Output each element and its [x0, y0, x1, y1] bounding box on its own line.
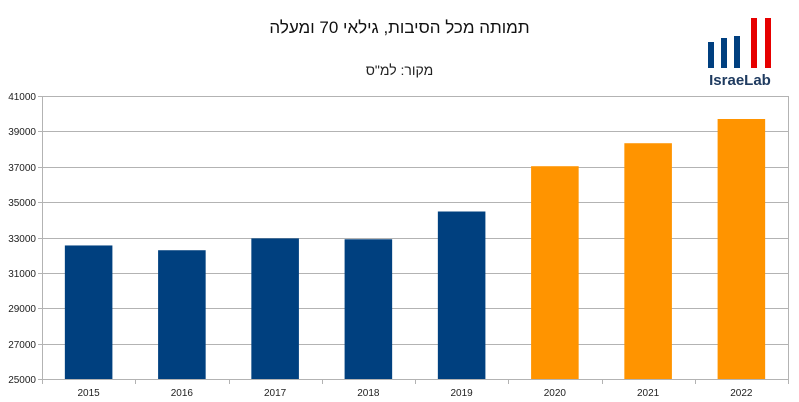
y-tick-label: 35000: [8, 198, 36, 209]
x-tick-label: 2017: [264, 388, 287, 399]
x-tick-label: 2015: [78, 388, 101, 399]
y-tick-label: 33000: [8, 234, 36, 245]
x-tick-labels: 2015 2016 2017 2018 2019 2020 2021 2022: [78, 388, 753, 399]
y-tick-labels: 25000 27000 29000 31000 33000 35000 37000 39000…: [8, 92, 36, 386]
gridlines: [38, 96, 788, 380]
logo-bars-icon: [708, 18, 771, 68]
x-tick-label: 2020: [544, 388, 567, 399]
x-tick-label: 2016: [171, 388, 194, 399]
y-tick-label: 31000: [8, 269, 36, 280]
israelab-logo: IsraeLab: [704, 14, 776, 92]
y-tick-label: 41000: [8, 92, 36, 103]
axes: [42, 96, 789, 384]
x-tick-label: 2021: [637, 388, 660, 399]
chart-title: תמותה מכל הסיבות, גילאי 70 ומעלה: [269, 18, 530, 37]
bars: [64, 118, 766, 380]
bar-2021: [624, 143, 672, 379]
y-tick-label: 27000: [8, 340, 36, 351]
y-tick-label: 29000: [8, 304, 36, 315]
x-tick-label: 2019: [451, 388, 474, 399]
bar-2017: [251, 238, 299, 379]
bar-2015: [64, 245, 113, 379]
bar-2022: [717, 118, 766, 380]
bar-2016: [158, 250, 206, 379]
bar-2020: [531, 166, 579, 379]
bar-2018: [344, 239, 393, 379]
x-tick-label: 2022: [730, 388, 753, 399]
chart-subtitle: מקור: למ"ס: [365, 62, 434, 78]
y-tick-label: 37000: [8, 163, 36, 174]
y-tick-label: 39000: [8, 127, 36, 138]
bar-2019: [437, 211, 486, 379]
x-tick-label: 2018: [357, 388, 380, 399]
logo-text: IsraeLab: [709, 72, 771, 89]
y-tick-label: 25000: [8, 375, 36, 386]
